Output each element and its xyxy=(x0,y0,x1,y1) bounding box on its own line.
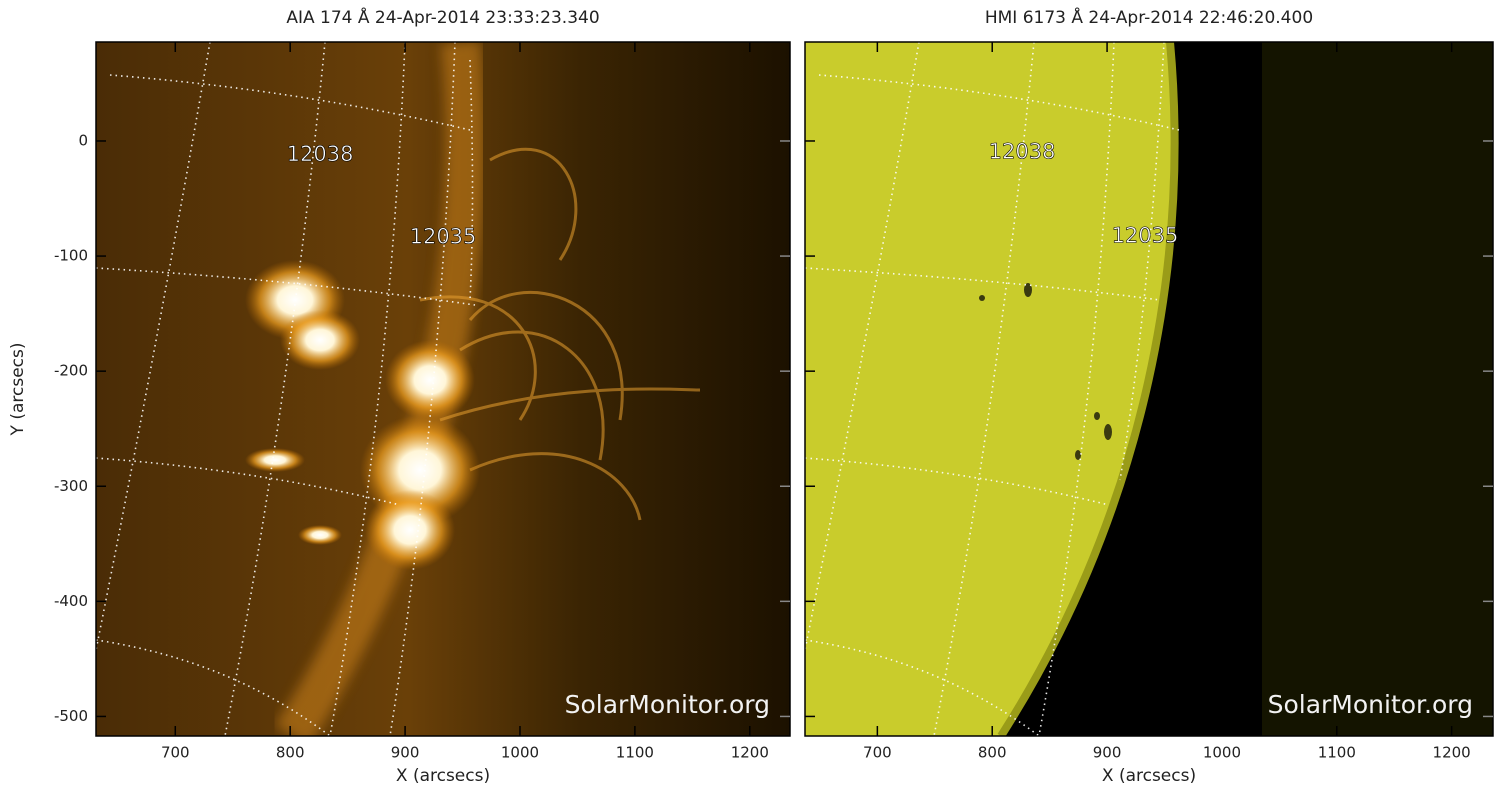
y-tick-label: -500 xyxy=(54,707,88,725)
x-axis-label: X (arcsecs) xyxy=(1102,766,1196,786)
x-tick-label: 1000 xyxy=(1203,744,1241,762)
x-tick-label: 900 xyxy=(391,744,420,762)
plot-frame xyxy=(95,41,791,737)
panel-title: AIA 174 Å 24-Apr-2014 23:33:23.340 xyxy=(286,6,599,28)
x-tick-label: 800 xyxy=(276,744,305,762)
y-tick-label: -200 xyxy=(54,362,88,380)
hmi-image xyxy=(805,42,1493,736)
heliographic-grid xyxy=(805,42,1180,736)
x-tick-label: 700 xyxy=(161,744,190,762)
x-tick-label: 900 xyxy=(1093,744,1122,762)
region-label: 12038 xyxy=(287,142,354,166)
plot-frame xyxy=(804,41,1494,737)
y-tick-label: -400 xyxy=(54,592,88,610)
aia-image xyxy=(96,42,790,736)
watermark: SolarMonitor.org xyxy=(565,690,770,719)
watermark: SolarMonitor.org xyxy=(1268,690,1473,719)
x-tick-label: 1100 xyxy=(616,744,654,762)
x-axis-label: X (arcsecs) xyxy=(396,766,490,786)
y-tick-label: -100 xyxy=(54,247,88,265)
x-tick-label: 1200 xyxy=(1433,744,1471,762)
panel-title: HMI 6173 Å 24-Apr-2014 22:46:20.400 xyxy=(985,6,1313,28)
x-tick-label: 1000 xyxy=(501,744,539,762)
y-axis-label: Y (arcsecs) xyxy=(8,343,28,437)
x-tick-label: 1100 xyxy=(1318,744,1356,762)
y-tick-label: 0 xyxy=(78,131,88,149)
x-tick-label: 700 xyxy=(863,744,892,762)
heliographic-grid xyxy=(96,42,476,736)
x-tick-label: 800 xyxy=(978,744,1007,762)
region-label: 12035 xyxy=(1112,224,1179,248)
region-label: 12038 xyxy=(989,139,1056,163)
y-tick-label: -300 xyxy=(54,477,88,495)
region-label: 12035 xyxy=(410,225,477,249)
x-tick-label: 1200 xyxy=(731,744,769,762)
